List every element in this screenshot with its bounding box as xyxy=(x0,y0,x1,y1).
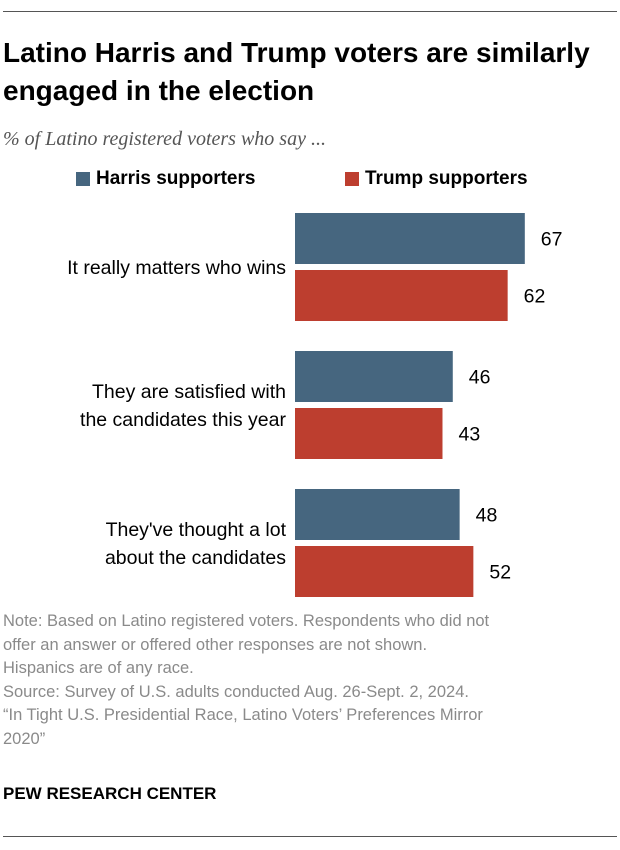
legend-trump-swatch xyxy=(345,172,359,186)
value-label: 52 xyxy=(489,562,511,584)
bar-harris xyxy=(295,351,453,402)
category-label: They've thought a lot xyxy=(106,519,287,541)
chart-title: Latino Harris and Trump voters are simil… xyxy=(3,37,590,106)
source-line: “In Tight U.S. Presidential Race, Latino… xyxy=(3,706,483,724)
value-label: 43 xyxy=(458,424,480,446)
value-label: 48 xyxy=(476,505,498,527)
chart-note: Note: Based on Latino registered voters.… xyxy=(3,610,613,751)
bottom-rule xyxy=(3,836,617,837)
source-line: Source: Survey of U.S. adults conducted … xyxy=(3,682,469,701)
top-rule xyxy=(3,11,617,12)
footer-brand: PEW RESEARCH CENTER xyxy=(3,784,217,803)
bar-chart: It really matters who wins 67 62 They are s… xyxy=(67,213,563,597)
category-label: They are satisfied with xyxy=(92,381,286,403)
bar-harris xyxy=(295,213,525,264)
note-line: Hispanics are of any race. xyxy=(3,659,194,677)
category-label: the candidates this year xyxy=(80,409,286,431)
legend-harris-swatch xyxy=(76,172,90,186)
bar-harris xyxy=(295,489,460,540)
bar-trump xyxy=(295,546,474,597)
value-label: 62 xyxy=(524,286,546,308)
bar-trump xyxy=(295,270,508,321)
note-line: Note: Based on Latino registered voters.… xyxy=(3,612,490,630)
note-line: offer an answer or offered other respons… xyxy=(3,635,428,654)
category-label: about the candidates xyxy=(105,547,286,569)
value-label: 67 xyxy=(541,229,563,251)
category-label: It really matters who wins xyxy=(67,257,286,279)
legend-trump: Trump supporters xyxy=(345,168,528,190)
legend-harris: Harris supporters xyxy=(76,168,255,190)
value-label: 46 xyxy=(469,367,491,389)
source-line: 2020” xyxy=(3,729,46,748)
bar-trump xyxy=(295,408,443,459)
legend-harris-label: Harris supporters xyxy=(96,168,256,189)
legend-trump-label: Trump supporters xyxy=(365,168,528,189)
chart-subtitle: % of Latino registered voters who say ..… xyxy=(3,128,326,150)
